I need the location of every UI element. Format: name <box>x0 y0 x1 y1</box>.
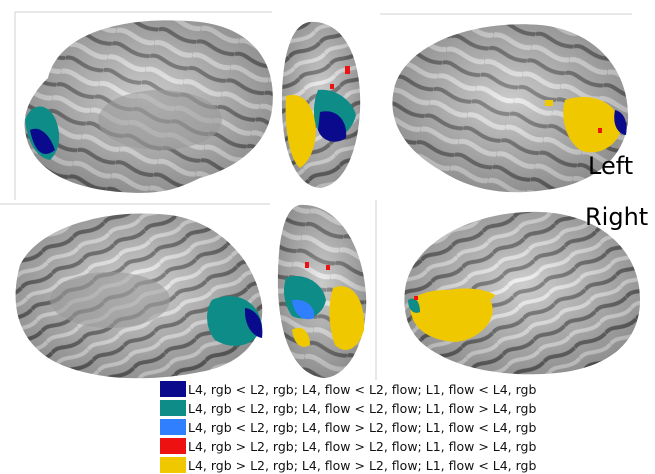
left-medial-surface <box>24 20 273 193</box>
legend-swatch <box>160 381 186 397</box>
legend-label: L4, rgb > L2, rgb; L4, flow > L2, flow; … <box>188 457 537 473</box>
legend-label: L4, rgb > L2, rgb; L4, flow > L2, flow; … <box>188 438 537 454</box>
legend-swatch <box>160 419 186 435</box>
legend-label: L4, rgb < L2, rgb; L4, flow < L2, flow; … <box>188 400 537 416</box>
brain-surfaces-svg <box>0 11 655 389</box>
right-ventral-surface <box>277 204 367 378</box>
legend-swatch <box>160 438 186 454</box>
legend-item: L4, rgb < L2, rgb; L4, flow < L2, flow; … <box>160 380 536 398</box>
left-lateral-surface <box>392 24 629 193</box>
legend-swatch <box>160 457 186 473</box>
right-lateral-surface <box>404 211 640 375</box>
legend-swatch <box>160 400 186 416</box>
hemisphere-label-left: Left <box>588 152 634 180</box>
legend-label: L4, rgb < L2, rgb; L4, flow > L2, flow; … <box>188 419 537 435</box>
hemisphere-label-right: Right <box>585 203 649 231</box>
left-ventral-surface <box>281 21 361 189</box>
brain-surface-panel: Left Right <box>0 11 655 389</box>
right-medial-surface <box>15 213 263 379</box>
legend-item: L4, rgb < L2, rgb; L4, flow < L2, flow; … <box>160 399 536 417</box>
legend-label: L4, rgb < L2, rgb; L4, flow < L2, flow; … <box>188 381 537 397</box>
legend-item: L4, rgb > L2, rgb; L4, flow > L2, flow; … <box>160 456 536 474</box>
legend: L4, rgb < L2, rgb; L4, flow < L2, flow; … <box>0 378 655 474</box>
legend-item: L4, rgb < L2, rgb; L4, flow > L2, flow; … <box>160 418 536 436</box>
legend-item: L4, rgb > L2, rgb; L4, flow > L2, flow; … <box>160 437 536 455</box>
